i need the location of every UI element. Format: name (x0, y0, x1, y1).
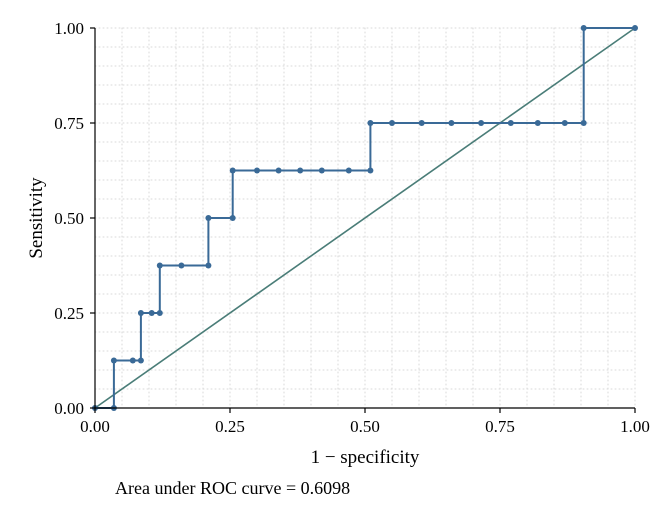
y-tick-label: 0.50 (54, 209, 84, 228)
x-tick-label: 0.25 (215, 417, 245, 436)
x-tick-label: 0.00 (80, 417, 110, 436)
y-tick-label: 0.25 (54, 304, 84, 323)
y-axis-label: Sensitivity (26, 177, 47, 259)
x-tick-label: 0.50 (350, 417, 380, 436)
y-tick-label: 1.00 (54, 19, 84, 38)
caption-text: Area under ROC curve = 0.6098 (115, 478, 350, 499)
y-tick-label: 0.00 (54, 399, 84, 418)
x-tick-label: 1.00 (620, 417, 650, 436)
chart-svg: 0.00 0.25 0.50 0.75 1.00 0.00 0.25 0.50 0.75 1.00… (0, 0, 666, 505)
y-tick-label: 0.75 (54, 114, 84, 133)
x-axis-label: 1 − specificity (311, 447, 420, 468)
roc-chart: 0.00 0.25 0.50 0.75 1.00 0.00 0.25 0.50 0.75 1.00… (0, 0, 666, 505)
x-tick-label: 0.75 (485, 417, 515, 436)
